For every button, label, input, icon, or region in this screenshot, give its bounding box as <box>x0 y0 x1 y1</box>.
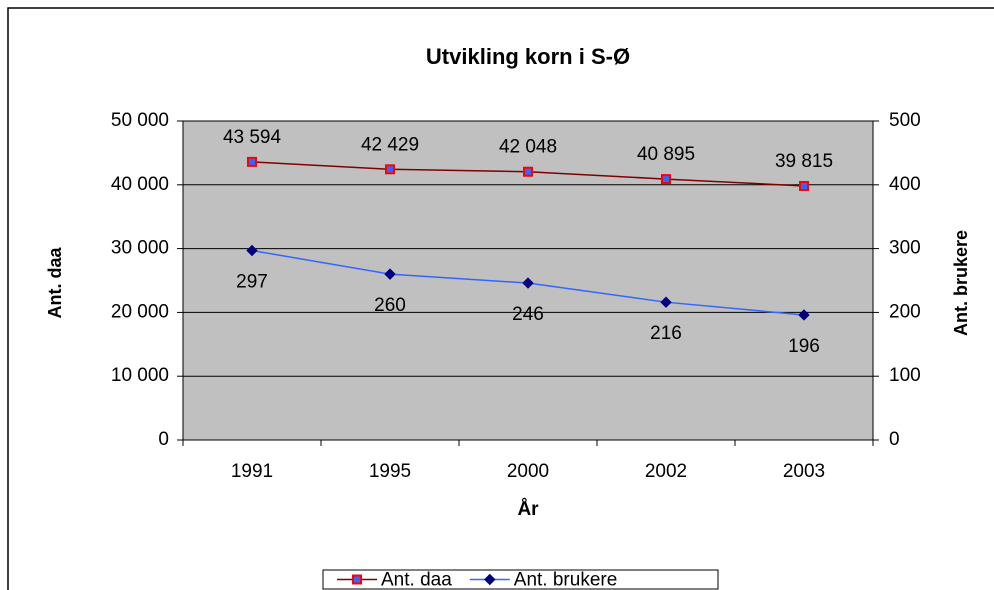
x-tick-label: 1991 <box>231 461 273 482</box>
data-point <box>522 277 534 289</box>
data-label: 246 <box>512 304 544 325</box>
legend-label: Ant. daa <box>381 570 452 590</box>
data-label: 196 <box>788 336 820 357</box>
data-point <box>246 244 258 257</box>
data-label: 40 895 <box>637 144 695 165</box>
legend <box>322 569 719 590</box>
data-label: 42 429 <box>361 134 419 155</box>
data-point <box>385 164 395 175</box>
data-point <box>660 296 672 308</box>
y-tick-label: 0 <box>158 429 169 450</box>
data-label: 216 <box>650 323 682 344</box>
chart-title: Utvikling korn i S-Ø <box>426 44 630 69</box>
y2-tick-label: 400 <box>889 174 921 195</box>
data-point <box>247 156 257 167</box>
data-point <box>384 268 396 280</box>
y2-tick-label: 0 <box>889 429 900 450</box>
legend-marker <box>484 573 496 586</box>
data-point <box>799 180 809 191</box>
x-tick-label: 1995 <box>369 461 411 482</box>
data-label: 260 <box>374 295 406 316</box>
legend-label: Ant. brukere <box>514 570 618 590</box>
y-tick-label: 30 000 <box>111 238 169 259</box>
x-tick-label: 2003 <box>783 461 825 482</box>
data-point <box>523 166 533 177</box>
y2-tick-label: 500 <box>889 110 921 131</box>
y-tick-label: 50 000 <box>111 110 169 131</box>
y-tick-label: 10 000 <box>111 365 169 386</box>
data-point <box>798 309 810 321</box>
data-label: 39 815 <box>775 151 833 172</box>
x-tick-label: 2000 <box>507 461 549 482</box>
y-tick-label: 20 000 <box>111 301 169 322</box>
y2-axis-label: Ant. brukere <box>951 230 971 336</box>
x-axis-label: År <box>517 499 539 520</box>
x-tick-label: 2002 <box>645 461 687 482</box>
y-tick-label: 40 000 <box>111 174 169 195</box>
data-label: 42 048 <box>499 137 557 158</box>
legend-marker <box>352 574 362 585</box>
data-label: 43 594 <box>223 127 282 148</box>
y2-tick-label: 300 <box>889 238 921 259</box>
y2-tick-label: 100 <box>889 365 921 386</box>
y-axis-label: Ant. daa <box>45 247 65 319</box>
y2-tick-label: 200 <box>889 301 921 322</box>
data-point <box>661 174 671 185</box>
data-label: 297 <box>236 272 268 293</box>
